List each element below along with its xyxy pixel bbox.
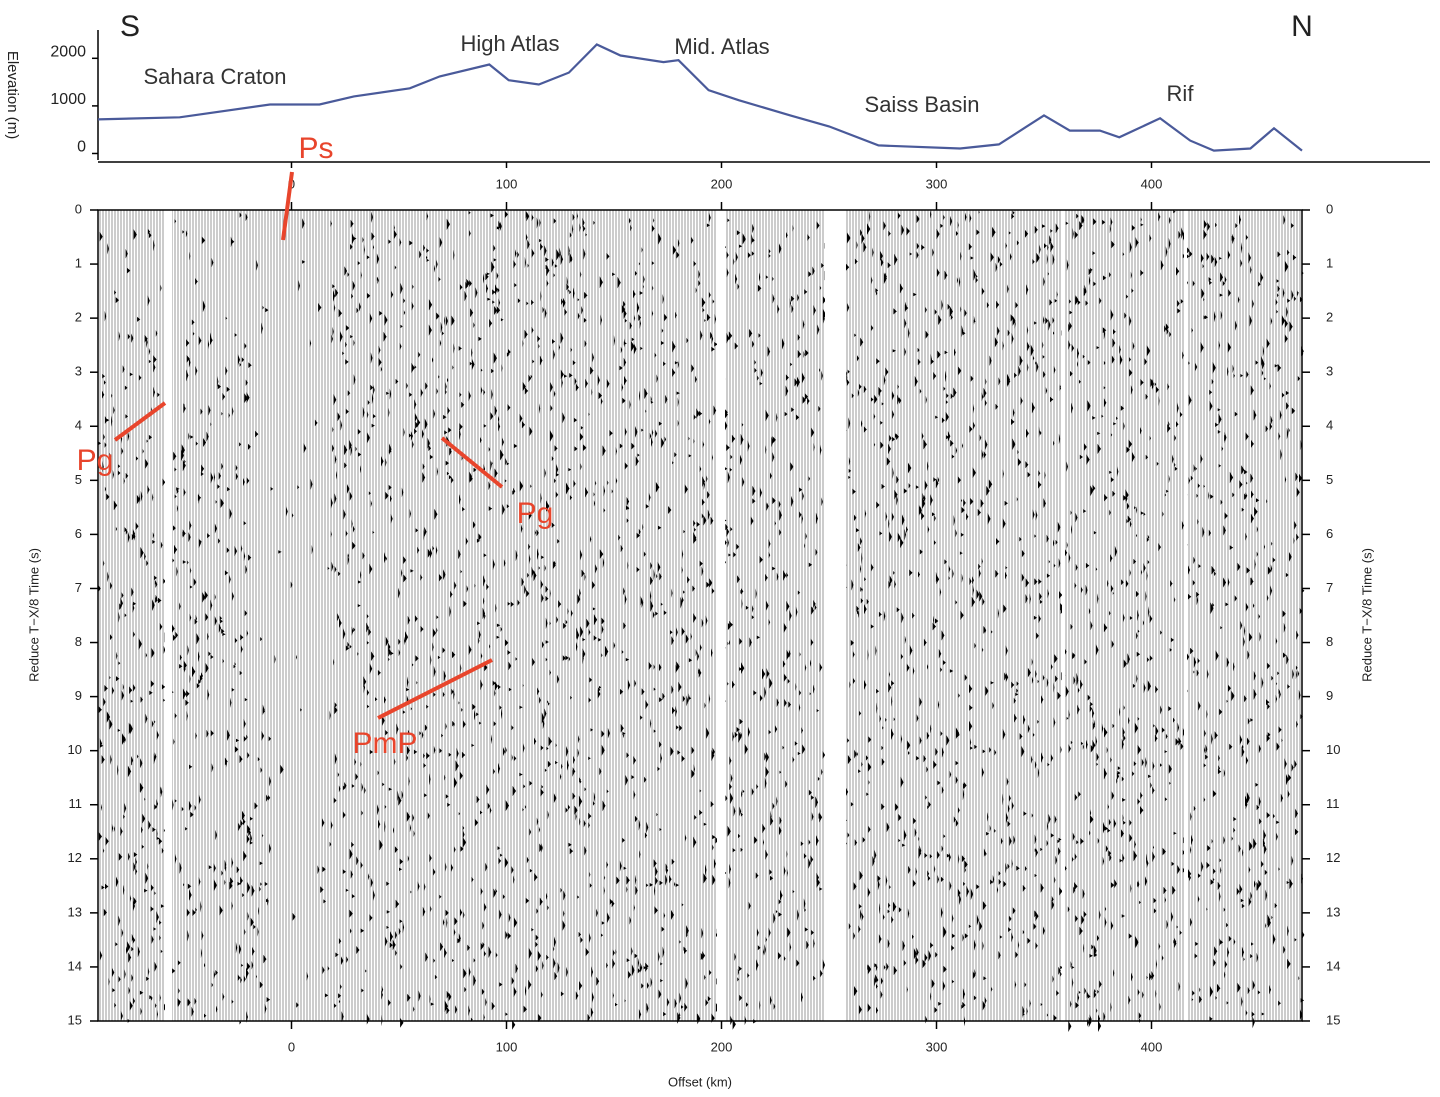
y-tick-label: 15 [68,1012,82,1027]
x-tick-label: 400 [1141,1039,1163,1054]
y-axis-label: Reduce T−X/8 Time (s) [26,548,41,682]
y-tick-label: 11 [1326,796,1340,811]
y-tick-label: 0 [75,201,82,216]
y-tick-label: 1000 [50,91,86,108]
y-axis-label: Reduce T−X/8 Time (s) [1359,548,1374,682]
x-tick-label: 300 [926,1039,948,1054]
annotation: High Atlas [460,31,559,56]
x-tick-label: 100 [496,1039,518,1054]
phase-label: PmP [352,727,417,760]
y-tick-label: 5 [1326,472,1333,487]
section-frame [97,209,1303,1022]
annotation: Sahara Craton [143,64,286,89]
annotation: Rif [1167,81,1195,106]
y-tick-label: 9 [1326,688,1333,703]
y-tick-label: 8 [1326,634,1333,649]
trace-gap [1184,210,1187,1021]
arrow [113,401,167,442]
y-tick-label: 7 [1326,580,1333,595]
y-tick-label: 12 [1326,850,1340,865]
y-tick-label: 0 [1326,201,1333,216]
y-tick-label: 5 [75,472,82,487]
annotation: Mid. Atlas [674,34,769,59]
y-tick-label: 15 [1326,1012,1340,1027]
y-tick-label: 7 [75,580,82,595]
y-tick-label: 3 [1326,364,1333,379]
x-tick-label: 0 [288,1039,295,1054]
arrow [440,436,504,489]
trace-gap [1062,210,1065,1021]
trace-gap [825,210,846,1021]
annotation: Saiss Basin [865,92,980,117]
phase-label: Pg [517,497,554,530]
seismic-texture [98,210,1305,1033]
x-tick-label: 200 [711,1039,733,1054]
y-tick-label: 10 [68,742,82,757]
elevation-line [97,43,1303,152]
x-tick-label: 400 [1141,176,1163,191]
y-axis-label: Elevation (m) [4,51,21,139]
trace-gap [165,210,172,1021]
y-tick-label: 14 [1326,958,1340,973]
y-tick-label: 4 [1326,418,1333,433]
y-tick-label: 13 [1326,904,1340,919]
phase-label: Ps [298,132,333,165]
y-tick-label: 13 [68,904,82,919]
y-tick-label: 1 [75,256,82,271]
y-tick-label: 8 [75,634,82,649]
y-tick-label: 12 [68,850,82,865]
y-tick-label: 1 [1326,256,1333,271]
y-tick-label: 9 [75,688,82,703]
arrow [377,658,493,720]
x-axis-label: Offset (km) [668,1074,732,1089]
trace-background [98,210,1302,1021]
y-tick-label: 14 [68,958,82,973]
y-tick-label: 0 [77,139,86,156]
y-tick-label: 3 [75,364,82,379]
phase-label: Pg [77,444,114,477]
y-tick-label: 4 [75,418,82,433]
annotation: S [120,10,140,43]
trace-gap [717,210,725,1021]
y-tick-label: 6 [75,526,82,541]
y-tick-label: 2 [75,310,82,325]
y-tick-label: 11 [69,796,83,811]
x-tick-label: 200 [711,176,733,191]
y-tick-label: 6 [1326,526,1333,541]
y-tick-label: 2000 [50,44,86,61]
arrow [281,171,294,241]
x-tick-label: 100 [496,176,518,191]
y-tick-label: 10 [1326,742,1340,757]
annotation: N [1291,10,1313,43]
x-tick-label: 300 [926,176,948,191]
y-tick-label: 2 [1326,310,1333,325]
